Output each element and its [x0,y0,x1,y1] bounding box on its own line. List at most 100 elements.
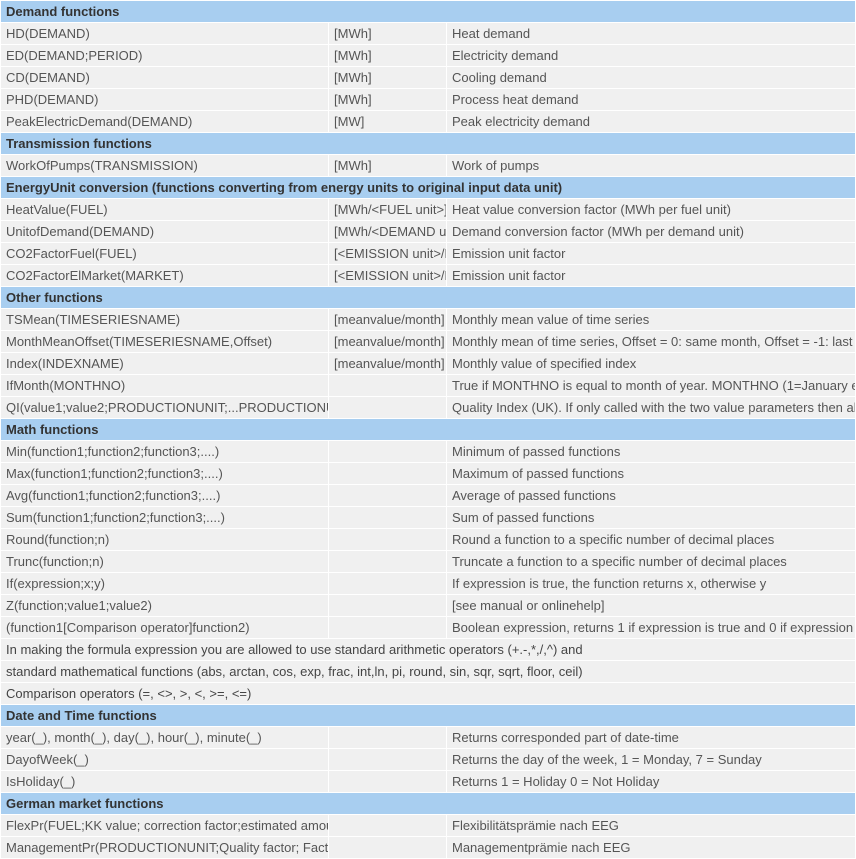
table-row: IsHoliday(_)Returns 1 = Holiday 0 = Not … [1,771,856,793]
function-name-cell: IfMonth(MONTHNO) [1,375,329,397]
unit-cell [329,441,447,463]
unit-cell: [MWh] [329,155,447,177]
unit-cell [329,727,447,749]
table-row: Trunc(function;n)Truncate a function to … [1,551,856,573]
function-name-cell: DayofWeek(_) [1,749,329,771]
note-row: In making the formula expression you are… [1,639,856,661]
function-name-cell: HD(DEMAND) [1,23,329,45]
function-name-cell: CO2FactorFuel(FUEL) [1,243,329,265]
unit-cell: [<EMISSION unit>/MWh] [329,265,447,287]
table-row: Z(function;value1;value2)[see manual or … [1,595,856,617]
unit-cell [329,837,447,859]
function-name-cell: (function1[Comparison operator]function2… [1,617,329,639]
unit-cell [329,463,447,485]
table-row: (function1[Comparison operator]function2… [1,617,856,639]
function-name-cell: Min(function1;function2;function3;....) [1,441,329,463]
description-cell: Peak electricity demand [447,111,856,133]
function-name-cell: Avg(function1;function2;function3;....) [1,485,329,507]
description-cell: Sum of passed functions [447,507,856,529]
description-cell: Electricity demand [447,45,856,67]
description-cell: Truncate a function to a specific number… [447,551,856,573]
table-row: year(_), month(_), day(_), hour(_), minu… [1,727,856,749]
table-row: FlexPr(FUEL;KK value; correction factor;… [1,815,856,837]
description-cell: Cooling demand [447,67,856,89]
function-name-cell: Index(INDEXNAME) [1,353,329,375]
function-name-cell: year(_), month(_), day(_), hour(_), minu… [1,727,329,749]
description-cell: Maximum of passed functions [447,463,856,485]
description-cell: Heat demand [447,23,856,45]
section-title: Other functions [1,287,856,309]
description-cell: Boolean expression, returns 1 if express… [447,617,856,639]
table-row: Index(INDEXNAME)[meanvalue/month]Monthly… [1,353,856,375]
unit-cell [329,529,447,551]
table-row: QI(value1;value2;PRODUCTIONUNIT;...PRODU… [1,397,856,419]
description-cell: Minimum of passed functions [447,441,856,463]
table-row: MonthMeanOffset(TIMESERIESNAME,Offset)[m… [1,331,856,353]
function-name-cell: IsHoliday(_) [1,771,329,793]
function-name-cell: WorkOfPumps(TRANSMISSION) [1,155,329,177]
description-cell: Demand conversion factor (MWh per demand… [447,221,856,243]
function-name-cell: ManagementPr(PRODUCTIONUNIT;Quality fact… [1,837,329,859]
unit-cell: [MWh] [329,23,447,45]
description-cell: Returns corresponded part of date-time [447,727,856,749]
function-name-cell: CD(DEMAND) [1,67,329,89]
function-name-cell: QI(value1;value2;PRODUCTIONUNIT;...PRODU… [1,397,329,419]
table-row: UnitofDemand(DEMAND)[MWh/<DEMAND unit>]D… [1,221,856,243]
unit-cell: [MWh] [329,89,447,111]
description-cell: Returns the day of the week, 1 = Monday,… [447,749,856,771]
description-cell: If expression is true, the function retu… [447,573,856,595]
table-row: HD(DEMAND)[MWh]Heat demand [1,23,856,45]
description-cell: True if MONTHNO is equal to month of yea… [447,375,856,397]
table-row: Sum(function1;function2;function3;....) S… [1,507,856,529]
unit-cell [329,771,447,793]
function-name-cell: Max(function1;function2;function3;....) [1,463,329,485]
unit-cell: [MWh/<FUEL unit>] [329,199,447,221]
section-title: German market functions [1,793,856,815]
function-name-cell: Sum(function1;function2;function3;....) [1,507,329,529]
unit-cell [329,749,447,771]
description-cell: Flexibilitätsprämie nach EEG [447,815,856,837]
table-row: IfMonth(MONTHNO) True if MONTHNO is equal… [1,375,856,397]
table-row: If(expression;x;y) If expression is true,… [1,573,856,595]
unit-cell: [meanvalue/month] [329,353,447,375]
unit-cell: [MWh] [329,45,447,67]
description-cell: Emission unit factor [447,243,856,265]
section-header: Transmission functions [1,133,856,155]
unit-cell [329,551,447,573]
description-cell: [see manual or onlinehelp] [447,595,856,617]
table-row: CO2FactorElMarket(MARKET)[<EMISSION unit… [1,265,856,287]
unit-cell [329,595,447,617]
note-text: Comparison operators (=, <>, >, <, >=, <… [1,683,856,705]
table-row: TSMean(TIMESERIESNAME)[meanvalue/month]M… [1,309,856,331]
unit-cell [329,573,447,595]
function-name-cell: FlexPr(FUEL;KK value; correction factor;… [1,815,329,837]
unit-cell: [MWh] [329,67,447,89]
description-cell: Work of pumps [447,155,856,177]
description-cell: Managementprämie nach EEG [447,837,856,859]
function-name-cell: UnitofDemand(DEMAND) [1,221,329,243]
unit-cell [329,507,447,529]
section-header: Other functions [1,287,856,309]
functions-reference-table: Demand functionsHD(DEMAND)[MWh]Heat dema… [0,0,856,859]
section-title: Date and Time functions [1,705,856,727]
function-name-cell: ED(DEMAND;PERIOD) [1,45,329,67]
table-row: ED(DEMAND;PERIOD)[MWh]Electricity demand [1,45,856,67]
section-title: Demand functions [1,1,856,23]
table-row: Round(function;n)Round a function to a s… [1,529,856,551]
unit-cell [329,397,447,419]
function-name-cell: If(expression;x;y) [1,573,329,595]
unit-cell: [<EMISSION unit>/MWh] [329,243,447,265]
unit-cell [329,485,447,507]
unit-cell [329,375,447,397]
description-cell: Monthly mean of time series, Offset = 0:… [447,331,856,353]
section-header: German market functions [1,793,856,815]
table-row: CD(DEMAND)[MWh]Cooling demand [1,67,856,89]
section-header: Demand functions [1,1,856,23]
table-row: ManagementPr(PRODUCTIONUNIT;Quality fact… [1,837,856,859]
section-header: Date and Time functions [1,705,856,727]
section-title: EnergyUnit conversion (functions convert… [1,177,856,199]
function-name-cell: TSMean(TIMESERIESNAME) [1,309,329,331]
table-row: HeatValue(FUEL)[MWh/<FUEL unit>]Heat val… [1,199,856,221]
table-row: Min(function1;function2;function3;....) M… [1,441,856,463]
description-cell: Average of passed functions [447,485,856,507]
